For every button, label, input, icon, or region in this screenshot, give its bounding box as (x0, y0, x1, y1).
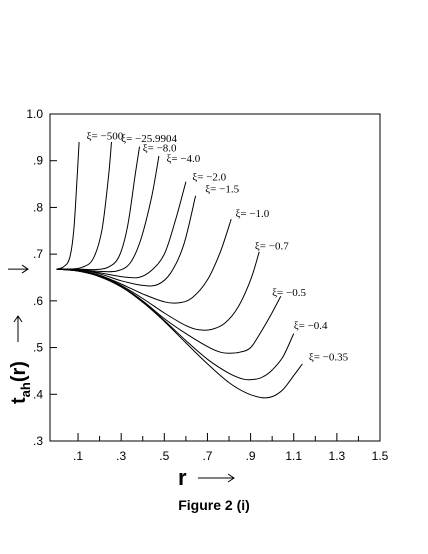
series-label: ξ= −1.5 (205, 183, 239, 195)
series-label: ξ= −500 (87, 131, 124, 143)
x-tick-labels: .1 .3 .5 .7 .9 1.1 1.3 1.5 (73, 449, 389, 463)
y-axis-title-sub: ah (18, 382, 33, 397)
series-label: ξ= −1.0 (235, 208, 269, 220)
y-tick-label: .3 (33, 434, 43, 448)
x-tick-label: 1.1 (285, 449, 302, 463)
series-line (56, 195, 197, 287)
y-axis-title-tail: (r) (8, 361, 30, 382)
x-tick-label: .3 (116, 449, 126, 463)
series-line (56, 155, 160, 273)
plot-frame (49, 113, 381, 442)
y-tick-label: .8 (33, 200, 43, 214)
y-axis-title: tah(r) (8, 361, 33, 404)
x-tick-label: 1.3 (329, 449, 346, 463)
y-axis-title-main: t (8, 397, 30, 404)
y-axis-arrow-icon (13, 315, 23, 342)
series-label: ξ= −0.5 (272, 287, 306, 299)
x-axis-title: r (178, 465, 187, 490)
series-lines (56, 141, 303, 399)
series-line (56, 268, 295, 381)
series-label: ξ= −0.4 (294, 320, 328, 332)
y-tick-label: .9 (33, 154, 43, 168)
y-tick-label: .7 (33, 247, 43, 261)
x-tick-label: .1 (73, 449, 83, 463)
start-marker-arrow-icon (8, 264, 29, 274)
x-tick-label: .5 (159, 449, 169, 463)
y-tick-label: .4 (33, 387, 43, 401)
series-line (56, 141, 112, 270)
axis-ticks (50, 113, 381, 442)
x-tick-label: .9 (246, 449, 256, 463)
x-tick-label: 1.5 (372, 449, 389, 463)
series-label: ξ= −0.7 (255, 240, 289, 252)
series-line (56, 141, 80, 270)
figure-caption: Figure 2 (i) (178, 497, 250, 513)
series-label: ξ= −0.35 (309, 352, 349, 364)
series-label: ξ= −2.0 (192, 171, 226, 183)
x-axis-arrow-icon (198, 473, 235, 483)
y-tick-label: 1.0 (26, 107, 43, 121)
y-tick-labels: .3 .4 .5 .6 .7 .8 .9 1.0 (26, 107, 43, 448)
series-line (56, 268, 282, 354)
series-line (56, 218, 232, 304)
y-tick-label: .5 (33, 341, 43, 355)
series-label: ξ= −4.0 (166, 153, 200, 165)
series-label: ξ= −8.0 (143, 142, 177, 154)
x-tick-label: .7 (202, 449, 212, 463)
series-label: ξ= −25.9904 (121, 133, 177, 145)
series-line (56, 146, 140, 271)
y-tick-label: .6 (33, 294, 43, 308)
series-line (56, 268, 303, 399)
